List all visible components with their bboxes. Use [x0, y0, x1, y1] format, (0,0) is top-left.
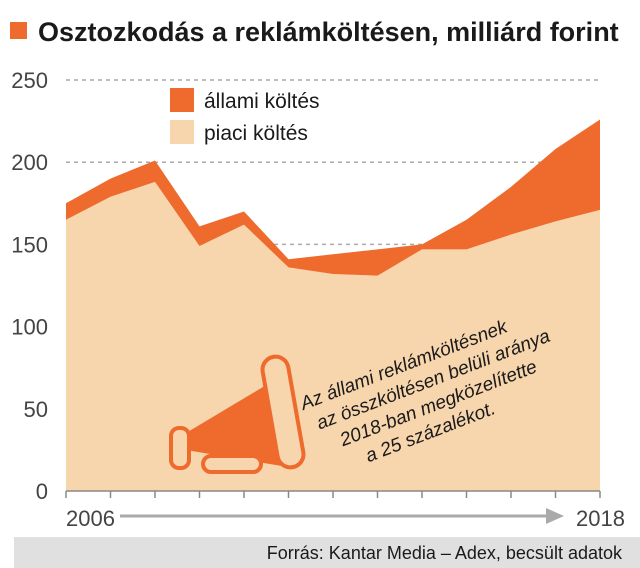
x-tick-label-start: 2006	[66, 506, 115, 531]
y-tick-label-200: 200	[11, 150, 48, 175]
y-tick-label-100: 100	[11, 315, 48, 340]
legend-swatch-allami	[170, 88, 194, 112]
megaphone-icon	[169, 354, 306, 474]
legend-label-allami: állami költés	[204, 90, 320, 113]
plot-area	[65, 119, 601, 498]
source-text: Forrás: Kantar Media – Adex, becsült ada…	[267, 543, 623, 563]
legend: állami költés piaci költés	[170, 88, 320, 145]
source-bar	[14, 537, 640, 568]
x-tick-label-end: 2018	[576, 506, 625, 531]
y-tick-label-250: 250	[11, 68, 48, 93]
legend-swatch-piaci	[170, 120, 194, 144]
legend-label-piaci: piaci költés	[204, 122, 308, 145]
title-marker	[10, 22, 27, 39]
y-tick-label-150: 150	[11, 232, 48, 257]
x-axis: 2006 2018	[66, 506, 625, 531]
area-series-piaci	[66, 181, 600, 492]
y-tick-label-0: 0	[36, 479, 48, 504]
x-axis-arrowhead	[546, 508, 564, 524]
y-tick-labels: 0 50 100 150 200 250	[11, 68, 48, 504]
area-series-allami	[66, 119, 600, 276]
chart-title: Osztozkodás a reklámköltésen, milliárd f…	[38, 17, 619, 47]
y-tick-label-50: 50	[24, 397, 48, 422]
